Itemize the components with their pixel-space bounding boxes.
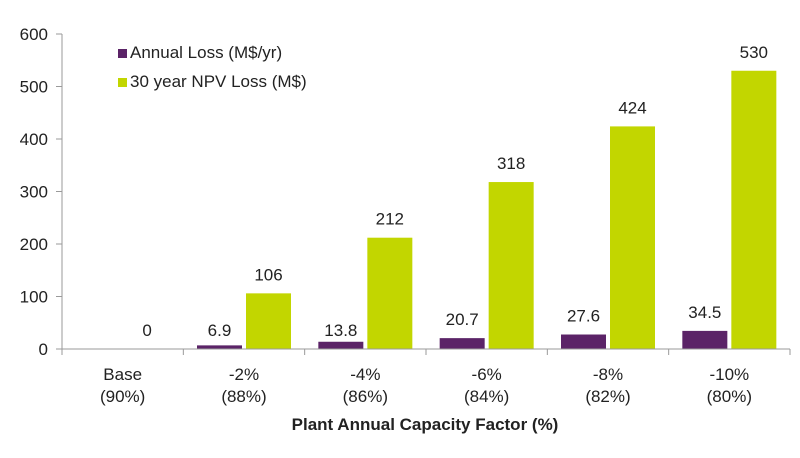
y-tick-label: 400 <box>20 130 48 149</box>
data-label: 20.7 <box>446 310 479 329</box>
annual-loss-bar <box>318 341 364 349</box>
data-label: 106 <box>254 265 282 284</box>
data-label: 34.5 <box>688 303 721 322</box>
npv-loss-bar <box>731 70 777 349</box>
data-label: 318 <box>497 154 525 173</box>
legend: Annual Loss (M$/yr) 30 year NPV Loss (M$) <box>118 43 307 91</box>
x-axis: Base (90%) -2% (88%) -4% (86%) -6% (84%) -8% (82%… <box>61 348 791 406</box>
npv-loss-bar <box>610 126 655 350</box>
legend-label: Annual Loss (M$/yr) <box>130 43 282 62</box>
y-tick-label: 600 <box>20 25 48 44</box>
x-tick-label: -4% (86%) <box>343 365 388 406</box>
npv-loss-bar <box>367 237 413 349</box>
data-label: 212 <box>376 210 404 229</box>
data-labels: 0 6.9 106 13.8 212 20.7 318 27.6 424 34.5 530 <box>142 43 768 340</box>
annual-loss-bar <box>561 334 606 349</box>
data-label: 13.8 <box>324 321 357 340</box>
y-tick-label: 100 <box>20 288 48 307</box>
annual-loss-bar <box>682 330 728 349</box>
y-axis: 0 100 200 300 400 500 600 <box>20 25 63 359</box>
x-tick-label: -8% (82%) <box>585 365 630 406</box>
npv-loss-bar <box>488 182 534 349</box>
annual-loss-bar <box>197 345 242 349</box>
legend-swatch <box>118 49 127 58</box>
npv-loss-bar <box>246 293 291 349</box>
data-label: 530 <box>740 43 768 62</box>
bars <box>197 70 777 350</box>
data-label: 6.9 <box>208 321 232 340</box>
y-tick-label: 200 <box>20 235 48 254</box>
x-tick-label: -10% (80%) <box>707 365 752 406</box>
x-tick-label: Base (90%) <box>100 365 145 406</box>
x-tick-label: -2% (88%) <box>221 365 266 406</box>
data-label: 424 <box>618 98 646 117</box>
annual-loss-bar <box>439 338 485 349</box>
x-axis-title: Plant Annual Capacity Factor (%) <box>292 415 559 434</box>
y-tick-label: 300 <box>20 183 48 202</box>
legend-swatch <box>118 78 127 87</box>
y-tick-label: 0 <box>39 340 48 359</box>
data-label: 27.6 <box>567 307 600 326</box>
legend-label: 30 year NPV Loss (M$) <box>130 72 307 91</box>
x-tick-label: -6% (84%) <box>464 365 509 406</box>
data-label: 0 <box>142 321 151 340</box>
y-tick-label: 500 <box>20 78 48 97</box>
